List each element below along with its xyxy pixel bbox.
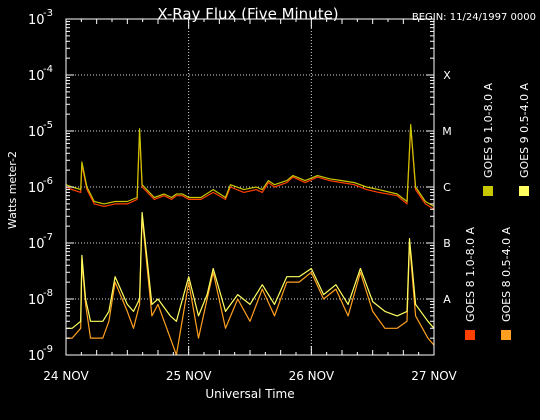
y-tick-label-base: 10 — [28, 293, 45, 308]
flare-class-label: C — [443, 181, 451, 194]
y-tick-label: 10-5 — [28, 120, 53, 140]
y-tick-label-exponent: -8 — [43, 288, 53, 299]
y-tick-label-exponent: -3 — [43, 8, 53, 19]
series-line — [66, 215, 435, 356]
flare-class-label: M — [442, 125, 452, 138]
legend-swatch — [501, 330, 511, 340]
y-tick-label-base: 10 — [28, 349, 45, 364]
y-tick-label-base: 10 — [28, 237, 45, 252]
y-tick-label-base: 10 — [28, 125, 45, 140]
x-tick-label: 27 NOV — [411, 369, 457, 383]
x-axis-label: Universal Time — [205, 387, 294, 401]
legend-swatch — [519, 186, 529, 196]
y-tick-label: 10-8 — [28, 288, 53, 308]
y-tick-label-exponent: -5 — [43, 120, 53, 131]
begin-date-label: BEGIN: 11/24/1997 0000 — [412, 12, 536, 23]
legend-item: GOES 8 1.0-8.0 A — [464, 226, 477, 340]
legend-label: GOES 8 1.0-8.0 A — [464, 226, 477, 322]
legend-item: GOES 8 0.5-4.0 A — [500, 226, 513, 340]
legend-swatch — [465, 330, 475, 340]
flare-class-label: X — [443, 69, 451, 82]
y-tick-label-base: 10 — [28, 69, 45, 84]
y-tick-label-base: 10 — [28, 13, 45, 28]
series-line — [65, 123, 435, 207]
y-tick-label-exponent: -6 — [43, 176, 53, 187]
x-tick-label: 24 NOV — [43, 369, 89, 383]
y-tick-label-exponent: -4 — [43, 64, 53, 75]
legend-swatch — [483, 186, 493, 196]
x-tick-labels: 24 NOV 25 NOV 26 NOV 27 NOV — [43, 369, 457, 383]
y-tick-label: 10-3 — [28, 8, 53, 28]
grid-lines — [66, 19, 434, 355]
series-line — [66, 211, 435, 329]
flare-class-label: A — [443, 293, 451, 306]
y-tick-label-exponent: -7 — [43, 232, 53, 243]
y-tick-label: 10-4 — [28, 64, 53, 84]
legend-label: GOES 9 0.5-4.0 A — [518, 82, 531, 178]
axis-ticks — [65, 19, 435, 356]
flare-class-labels: A B C M X — [442, 69, 452, 306]
y-tick-label-base: 10 — [28, 181, 45, 196]
y-tick-label: 10-6 — [28, 176, 53, 196]
legend: GOES 8 1.0-8.0 A GOES 9 1.0-8.0 A GOES 8 0… — [464, 82, 531, 340]
y-tick-label: 10-9 — [28, 344, 53, 364]
series-lines — [65, 123, 435, 356]
y-tick-label-exponent: -9 — [43, 344, 53, 355]
legend-label: GOES 8 0.5-4.0 A — [500, 226, 513, 322]
legend-item: GOES 9 1.0-8.0 A — [482, 82, 495, 196]
y-tick-labels: 10-910-810-710-610-510-410-3 — [28, 8, 53, 364]
x-tick-label: 26 NOV — [289, 369, 335, 383]
y-axis-label: Watts meter-2 — [6, 151, 19, 229]
flare-class-label: B — [443, 237, 451, 250]
x-tick-label: 25 NOV — [166, 369, 212, 383]
legend-label: GOES 9 1.0-8.0 A — [482, 82, 495, 178]
legend-item: GOES 9 0.5-4.0 A — [518, 82, 531, 196]
y-tick-label: 10-7 — [28, 232, 53, 252]
series-line — [65, 125, 435, 210]
